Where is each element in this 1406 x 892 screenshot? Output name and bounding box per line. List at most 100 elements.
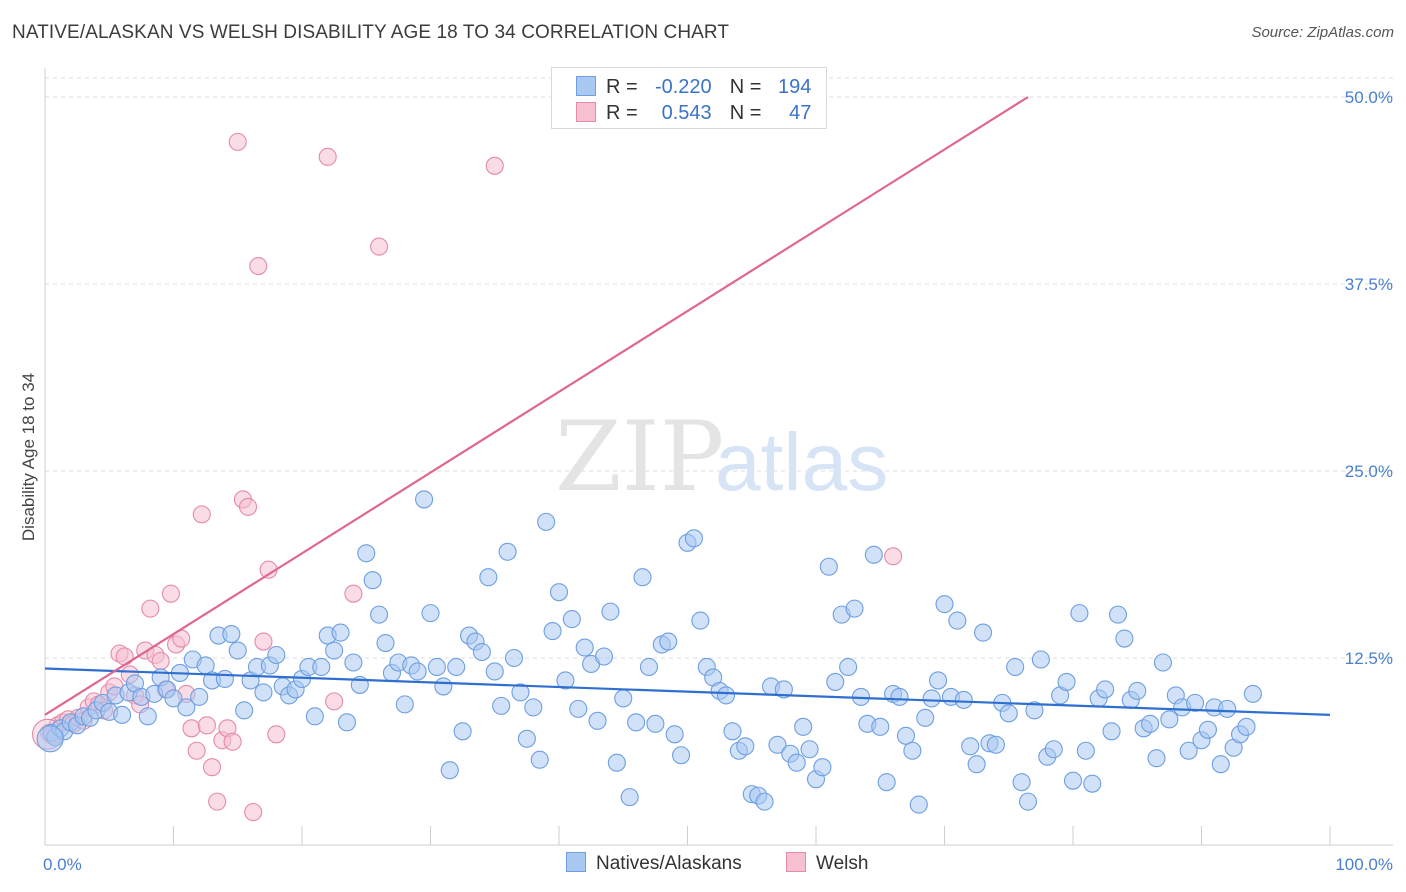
data-point (1102, 722, 1121, 741)
data-point (723, 722, 742, 741)
data-point (1243, 684, 1262, 703)
data-point (633, 568, 652, 587)
data-point (543, 622, 562, 641)
legend-swatch-natives (576, 76, 596, 96)
data-point (620, 788, 639, 807)
data-point (331, 623, 350, 642)
legend-n-value: 194 (778, 76, 812, 98)
data-point (427, 657, 446, 677)
data-point (1186, 693, 1205, 712)
data-point (774, 680, 793, 699)
data-point (113, 705, 132, 724)
legend-r-label: R = (606, 102, 638, 124)
data-point (318, 147, 337, 166)
data-point (607, 753, 626, 772)
data-point (909, 795, 928, 814)
legend-swatch-welsh (576, 102, 596, 122)
data-point (639, 657, 659, 677)
y-axis-label: Disability Age 18 to 34 (19, 373, 38, 541)
data-point (517, 729, 536, 748)
data-point (826, 672, 845, 691)
data-point (1237, 717, 1256, 736)
data-point (1128, 681, 1147, 700)
data-point (1218, 699, 1237, 718)
series-legend-label: Welsh (816, 853, 869, 874)
data-point (1063, 771, 1083, 790)
data-point (813, 758, 832, 777)
data-point (1031, 650, 1050, 669)
data-point (337, 713, 357, 732)
data-point (755, 792, 774, 811)
data-point (453, 722, 472, 741)
data-point (415, 490, 434, 509)
data-point (197, 716, 216, 735)
data-point (115, 647, 134, 666)
data-point (498, 542, 517, 561)
data-point (1076, 741, 1095, 760)
x-tick-label: 0.0% (43, 855, 82, 874)
trend-line-welsh (44, 96, 1029, 716)
data-point (235, 701, 254, 720)
data-point (794, 717, 813, 736)
legend-row-natives: R = -0.220 N = 194 (576, 76, 811, 102)
data-point (223, 732, 242, 751)
data-point (569, 699, 588, 718)
data-point (447, 657, 466, 677)
data-point (141, 599, 160, 618)
data-point (370, 605, 389, 624)
series-swatch-natives (566, 852, 586, 872)
data-point (325, 692, 344, 711)
data-point (1141, 714, 1160, 733)
data-point (884, 547, 903, 566)
data-point (492, 696, 511, 715)
data-point (627, 713, 646, 732)
data-point (434, 677, 453, 696)
data-point (190, 687, 209, 706)
series-swatch-welsh (786, 852, 806, 872)
data-point (665, 725, 684, 744)
data-point (485, 156, 504, 175)
data-point (672, 746, 691, 765)
data-point (222, 625, 241, 644)
legend-r-label: R = (606, 76, 638, 98)
data-point (305, 707, 324, 726)
data-point (151, 651, 170, 671)
data-point (948, 611, 967, 630)
data-point (1115, 629, 1134, 648)
data-point (1147, 749, 1166, 768)
data-point (954, 690, 973, 709)
data-point (691, 611, 710, 630)
data-point (646, 714, 665, 733)
data-point (537, 512, 556, 531)
data-point (182, 719, 201, 738)
data-point (1153, 653, 1172, 672)
series-legend-natives[interactable]: Natives/Alaskans (566, 852, 742, 875)
data-point (208, 792, 227, 811)
series-legend-label: Natives/Alaskans (596, 853, 742, 874)
data-point (549, 583, 569, 602)
data-point (370, 237, 389, 256)
data-point (238, 497, 258, 516)
data-point (395, 695, 414, 714)
series-legend-welsh[interactable]: Welsh (786, 852, 868, 875)
data-point (1211, 755, 1230, 774)
data-point (228, 641, 247, 660)
data-point (472, 642, 491, 662)
data-point (1012, 773, 1031, 792)
data-point (215, 669, 234, 688)
data-point (244, 803, 263, 822)
data-point (684, 529, 703, 548)
data-point (363, 571, 382, 590)
axes (44, 68, 1393, 846)
data-point (562, 610, 581, 629)
data-point (1057, 672, 1076, 691)
data-point (267, 725, 286, 744)
data-point (524, 698, 543, 717)
data-point (1006, 657, 1025, 677)
y-tick-label: 50.0% (1345, 88, 1393, 107)
data-point (1083, 774, 1102, 793)
data-point (164, 689, 183, 708)
data-point (903, 741, 922, 760)
data-point (161, 584, 180, 603)
